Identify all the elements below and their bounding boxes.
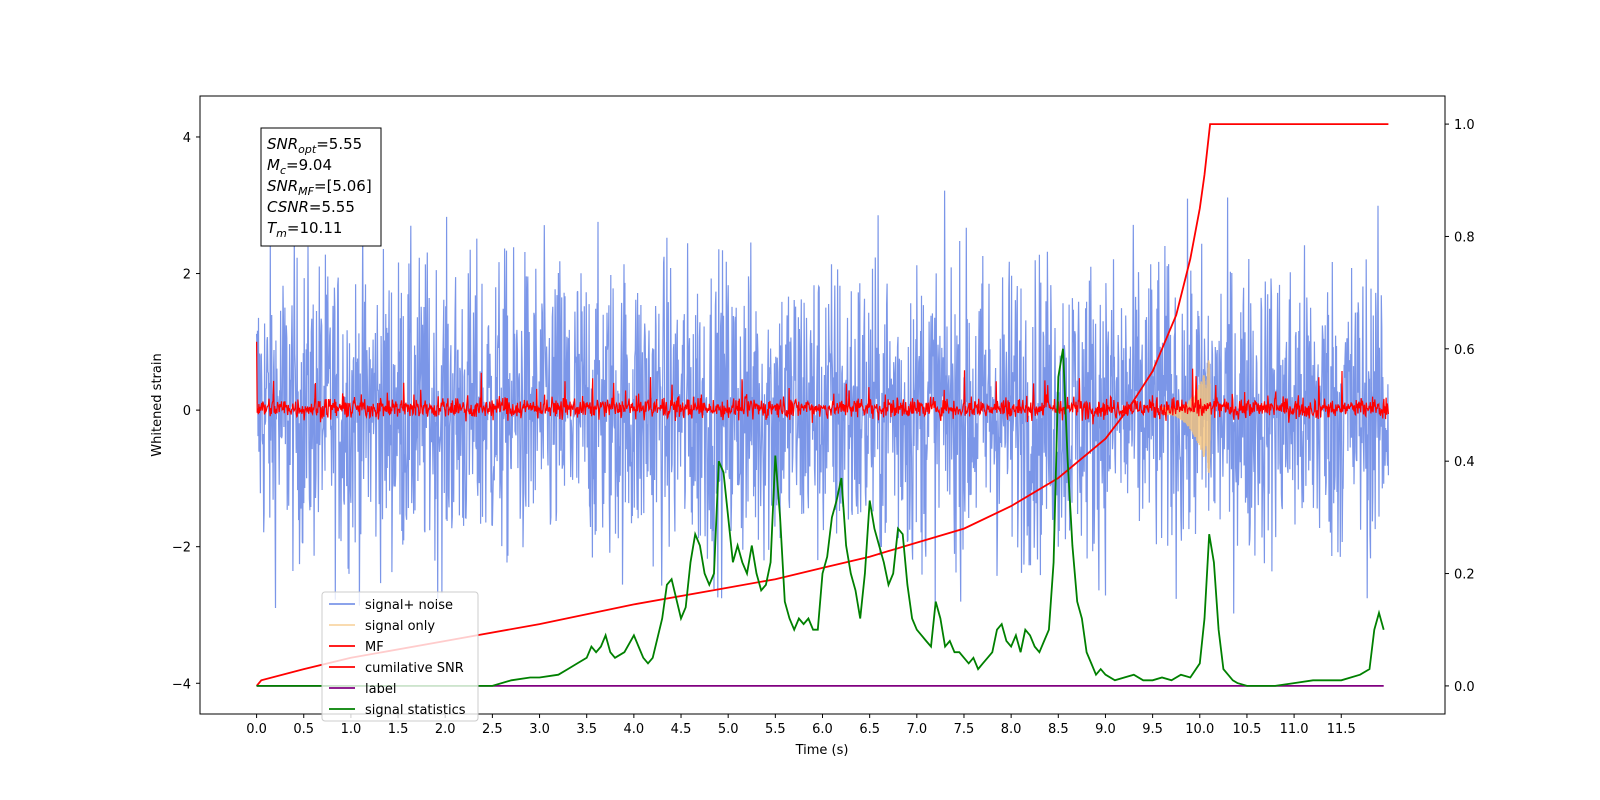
stats-value: =5.55	[309, 198, 355, 216]
y-tick-label: 4	[183, 131, 191, 146]
legend-label: cumilative SNR	[365, 661, 464, 676]
x-tick-label: 11.5	[1327, 722, 1356, 737]
stats-line: Mc=9.04	[267, 156, 332, 177]
y2-tick-label: 0.6	[1454, 343, 1475, 358]
stats-line: SNRopt=5.55	[267, 135, 362, 156]
stats-line: Tm=10.11	[267, 219, 342, 240]
x-tick-label: 8.5	[1048, 722, 1069, 737]
x-tick-label: 10.0	[1185, 722, 1214, 737]
stats-line: SNRMF=[5.06]	[267, 177, 372, 198]
y2-tick-label: 0.0	[1454, 680, 1475, 695]
x-tick-label: 5.0	[718, 722, 739, 737]
stats-value: =[5.06]	[314, 177, 372, 195]
stats-symbol: M	[267, 156, 280, 174]
x-tick-label: 7.5	[954, 722, 975, 737]
x-tick-label: 4.5	[671, 722, 692, 737]
x-axis-label: Time (s)	[795, 743, 849, 758]
legend-label: signal+ noise	[365, 598, 453, 613]
x-tick-label: 2.0	[435, 722, 456, 737]
x-tick-label: 7.0	[906, 722, 927, 737]
series-line-2	[256, 341, 1389, 425]
stats-symbol: SNR	[267, 135, 298, 153]
x-tick-label: 4.0	[624, 722, 645, 737]
stats-subscript: opt	[298, 143, 317, 156]
y-axis-right: 0.0 0.2 0.4 0.6 0.8 1.0	[1445, 118, 1475, 695]
x-tick-label: 3.0	[529, 722, 550, 737]
x-tick-label: 11.0	[1280, 722, 1309, 737]
stats-line: CSNR=5.55	[267, 198, 355, 216]
y2-tick-label: 0.8	[1454, 230, 1475, 245]
x-tick-label: 8.0	[1001, 722, 1022, 737]
stats-symbol: SNR	[267, 177, 298, 195]
x-tick-label: 2.5	[482, 722, 503, 737]
stats-value: =5.55	[316, 135, 362, 153]
x-tick-label: 1.5	[388, 722, 409, 737]
x-tick-label: 3.5	[576, 722, 597, 737]
y-tick-label: 2	[183, 268, 191, 283]
x-axis: 0.0 0.5 1.0 1.5 2.0 2.5 3.0 3.5 4.0 4.5 5.0 5.5 6.0 6…	[246, 714, 1356, 737]
x-tick-label: 0.0	[246, 722, 267, 737]
x-tick-label: 0.5	[293, 722, 314, 737]
stats-symbol: T	[267, 219, 278, 237]
y-tick-label: 0	[183, 404, 191, 419]
x-tick-label: 9.0	[1095, 722, 1116, 737]
y-axis-left: −4 −2 0 2 4	[172, 131, 200, 692]
x-tick-label: 6.0	[812, 722, 833, 737]
stats-value: =10.11	[287, 219, 343, 237]
x-tick-label: 10.5	[1232, 722, 1261, 737]
stats-symbol: CSNR	[267, 198, 309, 216]
stats-annotation-frame	[260, 127, 382, 247]
legend-label: signal only	[365, 619, 435, 634]
legend-label: MF	[365, 640, 384, 655]
y2-tick-label: 1.0	[1454, 118, 1475, 133]
y2-tick-label: 0.2	[1454, 568, 1475, 583]
x-tick-label: 9.5	[1142, 722, 1163, 737]
legend-label: label	[365, 682, 396, 697]
stats-annotation-box: SNRopt=5.55Mc=9.04SNRMF=[5.06]CSNR=5.55T…	[260, 127, 382, 247]
legend-frame	[321, 591, 479, 722]
stats-value: =9.04	[286, 156, 332, 174]
stats-subscript: MF	[298, 185, 314, 198]
series-line-5	[256, 348, 1385, 687]
legend: signal+ noise signal only MF cumilative SNR…	[321, 591, 479, 722]
stats-subscript: m	[276, 227, 287, 240]
x-tick-label: 5.5	[765, 722, 786, 737]
legend-label: signal statistics	[365, 703, 466, 718]
x-tick-label: 6.5	[859, 722, 880, 737]
series-line-0	[256, 190, 1389, 614]
y-axis-label: Whitened strain	[150, 353, 165, 456]
x-tick-label: 1.0	[341, 722, 362, 737]
stats-subscript: c	[280, 164, 286, 177]
y-tick-label: −2	[172, 541, 191, 556]
y-tick-label: −4	[172, 677, 191, 692]
y2-tick-label: 0.4	[1454, 455, 1475, 470]
